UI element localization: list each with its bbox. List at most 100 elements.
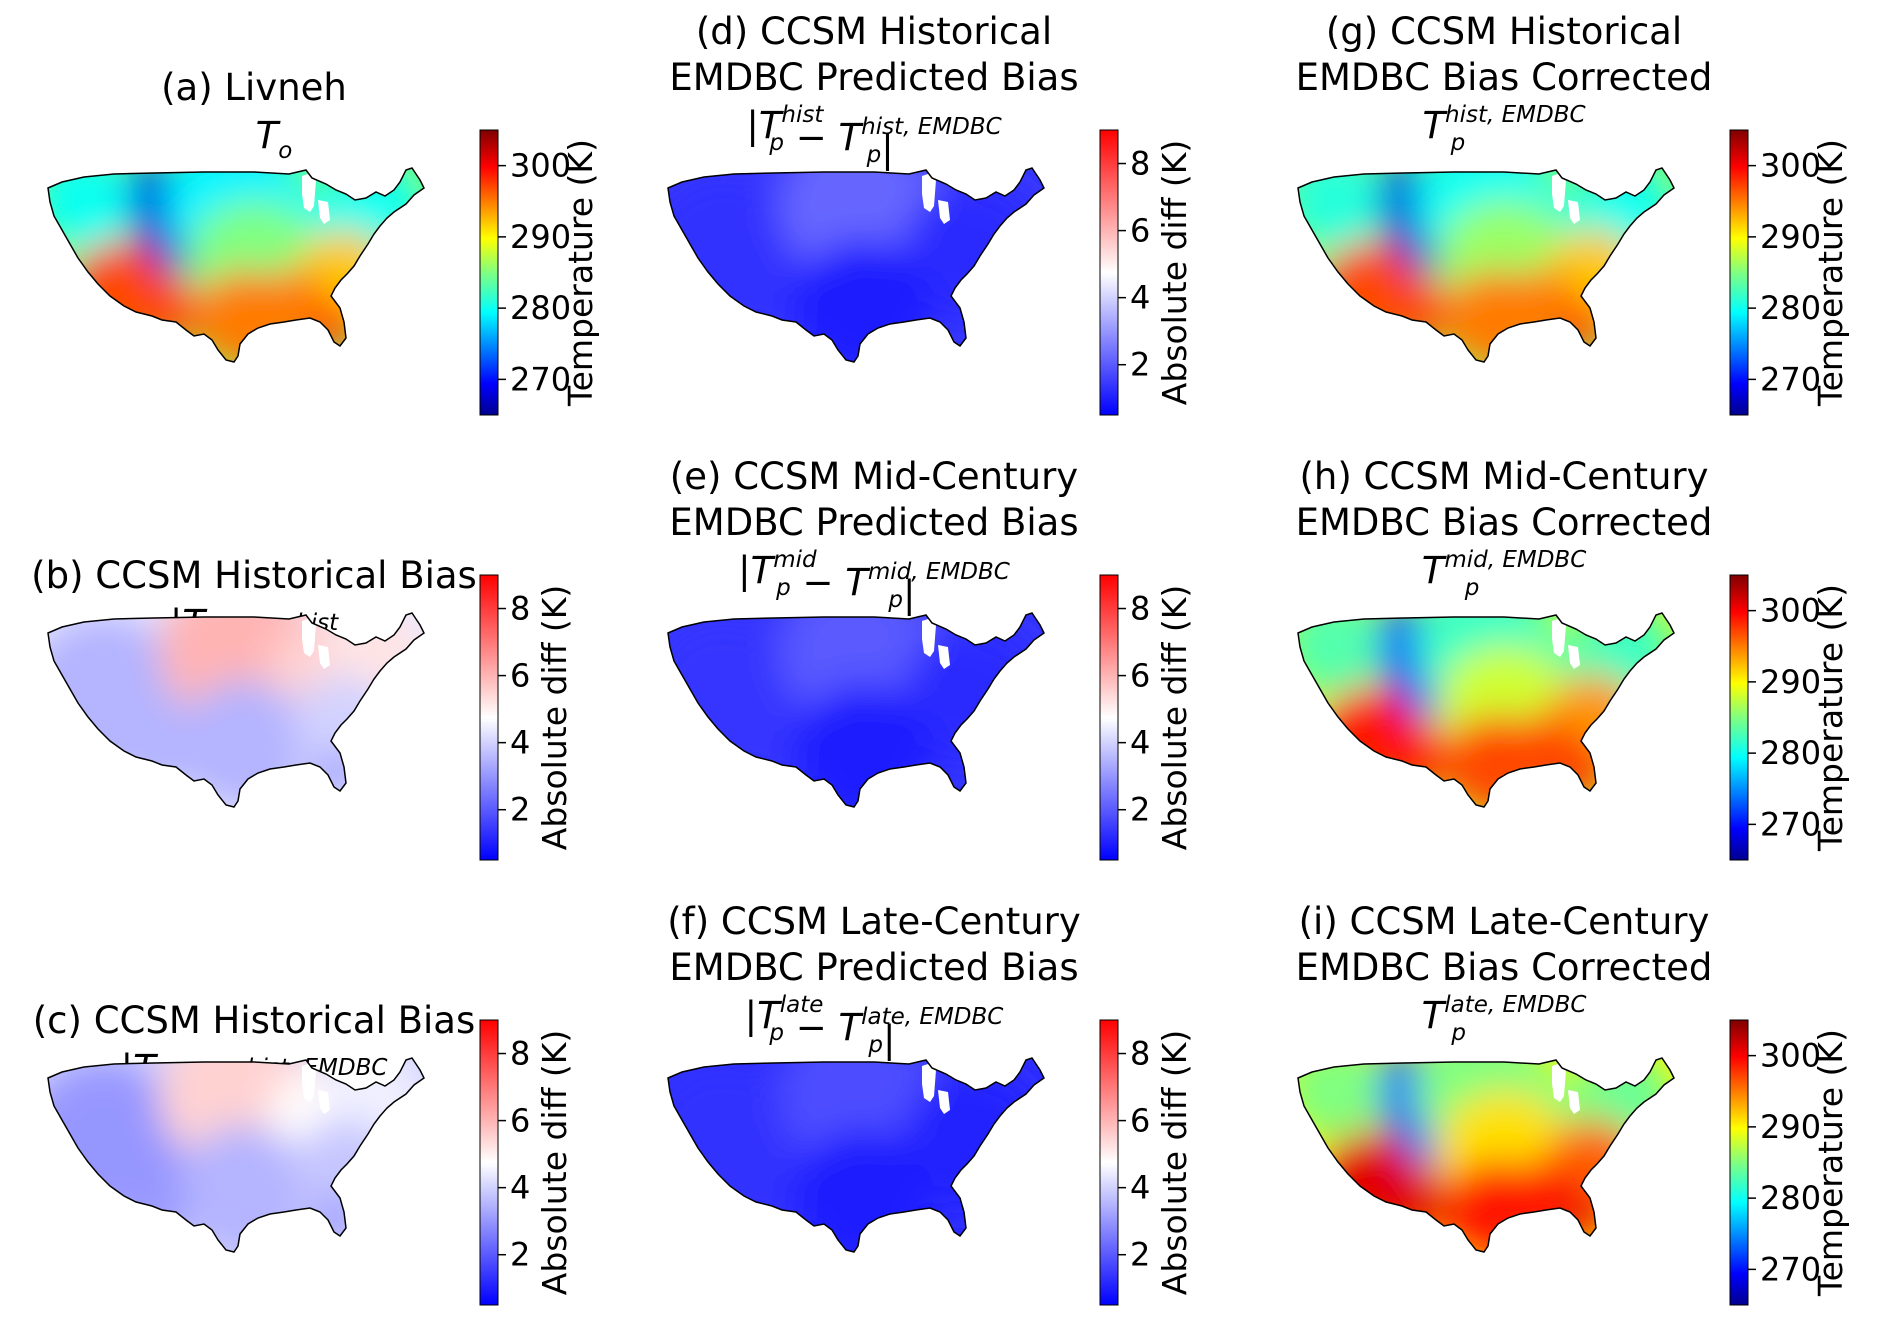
colorbar <box>1099 1019 1119 1306</box>
colorbar-tick-label: 6 <box>1130 657 1150 695</box>
colorbar-label: Temperature (K) <box>1811 1029 1850 1297</box>
map-e <box>667 612 1045 808</box>
colorbar-tick-label: 2 <box>510 1236 530 1274</box>
region-southwest_desert <box>1379 1165 1449 1235</box>
colorbar-tick-label: 270 <box>1760 1250 1821 1288</box>
us-outline <box>1297 1057 1675 1253</box>
region-gulf_coast_texas <box>1504 270 1584 350</box>
colorbar-tick-label: 6 <box>1130 212 1150 250</box>
us-outline <box>47 612 425 808</box>
colorbar-label: Temperature (K) <box>561 139 600 407</box>
panel-title: EMDBC Predicted Bias <box>669 56 1078 99</box>
colorbar-tick-label: 6 <box>510 657 530 695</box>
region-south_central <box>179 1125 309 1252</box>
colorbar <box>479 574 499 861</box>
region-south <box>794 240 934 362</box>
colorbar-tick-label: 280 <box>1760 289 1821 327</box>
panel-formula: Thist, EMDBC p <box>1422 102 1585 156</box>
region-southwest_desert <box>129 275 199 345</box>
panel-title: EMDBC Bias Corrected <box>1296 946 1713 989</box>
panel-title: (g) CCSM Historical <box>1326 10 1682 53</box>
panel-title: (f) CCSM Late-Century <box>667 900 1081 943</box>
colorbar-tick-label: 8 <box>510 1035 530 1073</box>
colorbar-tick-label: 2 <box>1130 791 1150 829</box>
us-outline <box>1297 167 1675 363</box>
region-south <box>794 1130 934 1252</box>
us-outline <box>47 167 425 363</box>
map-i <box>1297 1057 1675 1253</box>
panel-title: (b) CCSM Historical Bias <box>31 554 477 597</box>
colorbar-tick-label: 300 <box>1760 1037 1821 1075</box>
colorbar-tick-label: 2 <box>1130 1236 1150 1274</box>
region-florida <box>314 753 358 797</box>
colorbar-tick-label: 290 <box>1760 218 1821 256</box>
colorbar-tick-label: 4 <box>510 724 530 762</box>
panel-formula: |Tlate p − Tlate, EMDBC p| <box>745 992 1004 1061</box>
region-gulf_coast_texas <box>1504 715 1584 795</box>
us-outline <box>47 1057 425 1253</box>
colorbar-tick-label: 2 <box>1130 346 1150 384</box>
colorbar <box>479 1019 499 1306</box>
panel-formula: Tmid, EMDBC p <box>1422 547 1587 601</box>
colorbar-tick-label: 280 <box>510 289 571 327</box>
colorbar-tick-label: 290 <box>1760 663 1821 701</box>
panel-title: (h) CCSM Mid-Century <box>1299 455 1708 498</box>
colorbar-tick-label: 8 <box>1130 590 1150 628</box>
region-south <box>794 685 934 807</box>
colorbar-tick-label: 8 <box>1130 145 1150 183</box>
colorbar <box>479 129 499 416</box>
colorbar <box>1729 574 1749 861</box>
map-a <box>47 167 425 363</box>
colorbar <box>1729 129 1749 416</box>
colorbar-tick-label: 8 <box>1130 1035 1150 1073</box>
region-southeast <box>294 1120 394 1220</box>
colorbar-tick-label: 2 <box>510 791 530 829</box>
colorbar-tick-label: 270 <box>510 360 571 398</box>
panel-title: (d) CCSM Historical <box>696 10 1052 53</box>
colorbar-tick-label: 300 <box>1760 147 1821 185</box>
region-florida <box>314 1198 358 1242</box>
region-florida_south <box>1564 308 1608 352</box>
panel-c: (c) CCSM Historical Bias|To − Thist, EMD… <box>33 999 574 1306</box>
colorbar-label: Absolute diff (K) <box>535 1030 574 1295</box>
colorbar-label: Absolute diff (K) <box>1155 585 1194 850</box>
panel-formula: To <box>256 114 293 164</box>
us-outline <box>667 167 1045 363</box>
panel-title: EMDBC Bias Corrected <box>1296 56 1713 99</box>
colorbar-tick-label: 4 <box>1130 724 1150 762</box>
panel-b: (b) CCSM Historical Bias|To − Thistp|246… <box>31 554 574 861</box>
colorbar-tick-label: 290 <box>510 218 571 256</box>
us-outline <box>667 612 1045 808</box>
region-southeast <box>294 675 394 775</box>
region-southwest_desert <box>1379 720 1449 790</box>
panel-title: (i) CCSM Late-Century <box>1299 900 1710 943</box>
colorbar <box>1729 1019 1749 1306</box>
panel-title: EMDBC Predicted Bias <box>669 501 1078 544</box>
panel-title: EMDBC Predicted Bias <box>669 946 1078 989</box>
region-gulf_coast_texas <box>254 270 334 350</box>
colorbar-tick-label: 280 <box>1760 1179 1821 1217</box>
panel-title: (a) Livneh <box>161 66 347 109</box>
region-southwest_desert <box>1379 275 1449 345</box>
colorbar-label: Temperature (K) <box>1811 139 1850 407</box>
panel-formula: |Thist p − Thist, EMDBC p| <box>746 102 1001 171</box>
map-d <box>667 167 1045 363</box>
colorbar-label: Absolute diff (K) <box>1155 140 1194 405</box>
us-outline <box>1297 612 1675 808</box>
panel-formula: Tlate, EMDBC p <box>1422 992 1587 1046</box>
colorbar-label: Absolute diff (K) <box>1155 1030 1194 1295</box>
map-h <box>1297 612 1675 808</box>
colorbar-tick-label: 6 <box>1130 1102 1150 1140</box>
colorbar-tick-label: 4 <box>1130 1169 1150 1207</box>
colorbar-label: Absolute diff (K) <box>535 585 574 850</box>
colorbar-tick-label: 280 <box>1760 734 1821 772</box>
panel-title: (c) CCSM Historical Bias <box>33 999 476 1042</box>
